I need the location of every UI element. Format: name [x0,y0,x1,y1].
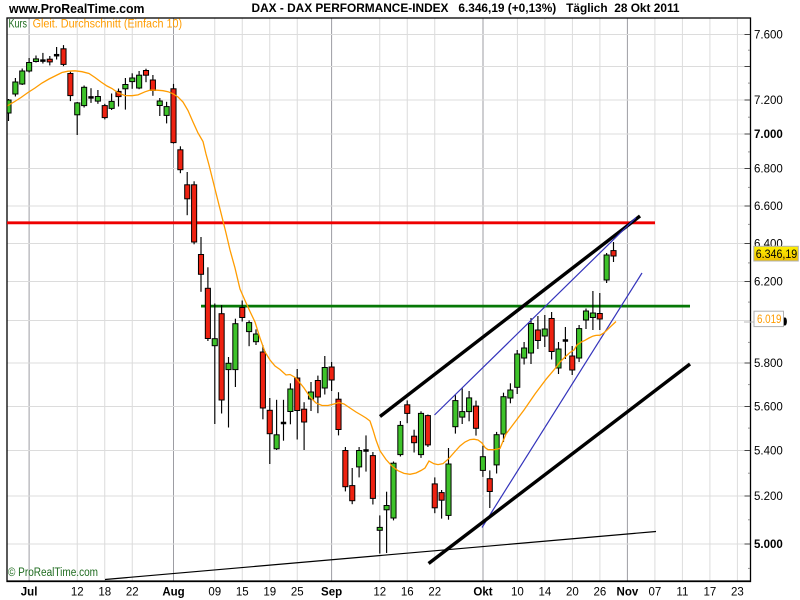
svg-text:Nov: Nov [617,587,639,599]
svg-text:5.600: 5.600 [754,402,783,414]
svg-text:Sep: Sep [321,587,342,599]
svg-text:20: 20 [566,587,579,599]
svg-text:12: 12 [71,587,84,599]
svg-text:26: 26 [594,587,607,599]
svg-text:09: 09 [208,587,221,599]
svg-text:7.600: 7.600 [754,30,783,42]
svg-text:12: 12 [373,587,386,599]
svg-text:5.000: 5.000 [754,539,783,551]
svg-text:6.600: 6.600 [754,201,783,213]
svg-text:7.000: 7.000 [754,129,783,141]
svg-text:6.346,19: 6.346,19 [756,249,798,261]
svg-text:5.200: 5.200 [754,491,783,503]
svg-text:17: 17 [704,587,717,599]
svg-text:07: 07 [649,587,662,599]
svg-text:www.ProRealTime.com: www.ProRealTime.com [8,2,144,16]
svg-text:7.200: 7.200 [754,95,783,107]
svg-text:Okt: Okt [473,587,492,599]
svg-text:6.800: 6.800 [754,164,783,176]
svg-text:14: 14 [539,587,552,599]
svg-text:© ProRealTime.com: © ProRealTime.com [8,567,98,579]
svg-text:10: 10 [511,587,524,599]
svg-text:15: 15 [236,587,249,599]
svg-text:Jul: Jul [21,587,38,599]
svg-text:22: 22 [428,587,441,599]
svg-text:5.800: 5.800 [754,358,783,370]
svg-text:25: 25 [291,587,304,599]
svg-text:Aug: Aug [162,587,184,599]
svg-text:18: 18 [98,587,111,599]
svg-text:5.400: 5.400 [754,446,783,458]
svg-text:6.019: 6.019 [757,314,782,326]
svg-text:Kurs: Kurs [9,19,28,31]
svg-text:DAX - DAX PERFORMANCE-INDEX: DAX - DAX PERFORMANCE-INDEX 6.346,19 (+0… [252,2,680,15]
svg-text:19: 19 [263,587,276,599]
svg-text:22: 22 [126,587,139,599]
svg-text:16: 16 [401,587,414,599]
svg-text:11: 11 [676,587,688,599]
svg-text:Gleit. Durchschnitt (Einfach 1: Gleit. Durchschnitt (Einfach 10) [33,19,183,31]
svg-text:23: 23 [731,587,744,599]
svg-text:6.200: 6.200 [754,277,783,289]
